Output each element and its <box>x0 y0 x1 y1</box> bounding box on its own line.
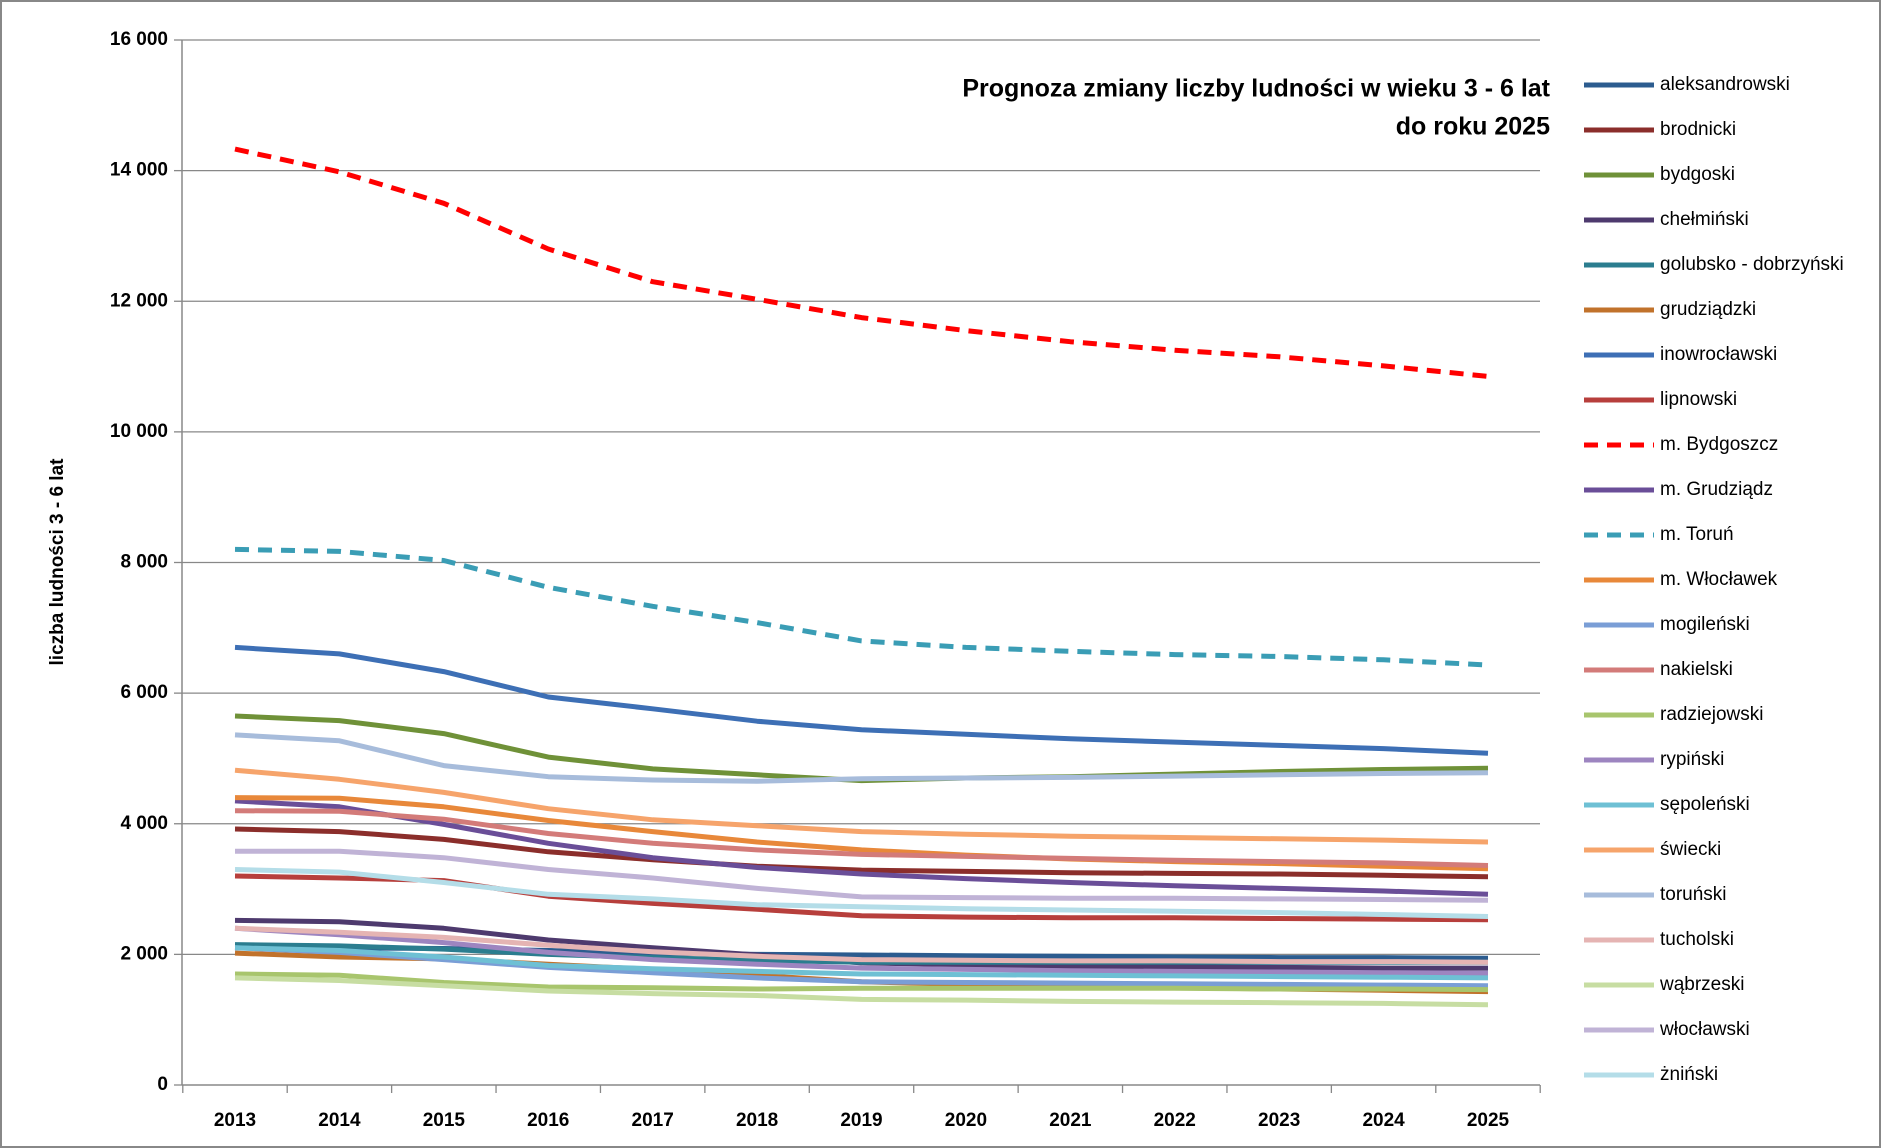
legend-label: nakielski <box>1660 659 1733 680</box>
series-line <box>234 798 1489 897</box>
x-tick-label: 2022 <box>1154 1110 1196 1131</box>
legend-label: inowrocławski <box>1660 344 1777 365</box>
x-tick-label: 2013 <box>214 1110 256 1131</box>
legend-label: m. Toruń <box>1660 524 1734 545</box>
series-line <box>234 644 1489 756</box>
x-tick-label: 2025 <box>1467 1110 1510 1131</box>
legend-label: wąbrzeski <box>1659 974 1744 995</box>
legend-label: chełmiński <box>1660 209 1749 230</box>
y-tick-label: 12 000 <box>110 290 168 311</box>
legend-label: mogileński <box>1660 614 1750 635</box>
legend-label: tucholski <box>1660 929 1734 950</box>
series-line <box>235 848 1489 903</box>
y-tick-label: 4 000 <box>120 813 168 834</box>
legend-label: toruński <box>1660 884 1727 905</box>
x-tick-label: 2018 <box>736 1110 778 1131</box>
series-line <box>234 808 1489 868</box>
x-tick-label: 2021 <box>1049 1110 1092 1131</box>
y-axis-label: liczba ludności 3 - 6 lat <box>47 458 68 666</box>
y-tick-label: 16 000 <box>110 29 168 50</box>
chart-title: Prognoza zmiany liczby ludności w wieku … <box>962 75 1550 103</box>
y-tick-label: 0 <box>157 1074 168 1095</box>
x-tick-label: 2020 <box>945 1110 987 1131</box>
legend-label: włocławski <box>1659 1019 1750 1040</box>
legend-label: brodnicki <box>1660 119 1736 140</box>
series-line <box>234 826 1489 880</box>
series-line <box>234 732 1489 784</box>
legend-label: żniński <box>1660 1064 1718 1085</box>
series-line <box>234 925 1489 965</box>
legend-label: lipnowski <box>1660 389 1737 410</box>
series-line <box>234 945 1489 989</box>
legend-label: aleksandrowski <box>1660 74 1790 95</box>
series-line <box>234 867 1489 919</box>
series-line <box>234 146 1489 379</box>
x-tick-label: 2017 <box>632 1110 674 1131</box>
legend-label: sępoleński <box>1660 794 1750 815</box>
legend-label: m. Włocławek <box>1660 569 1778 590</box>
x-tick-label: 2014 <box>318 1110 361 1131</box>
legend-label: bydgoski <box>1660 164 1735 185</box>
legend-label: m. Bydgoszcz <box>1660 434 1778 455</box>
series-line <box>234 945 1489 981</box>
y-tick-label: 10 000 <box>110 421 168 442</box>
series-line <box>234 971 1489 993</box>
series-line <box>234 975 1489 1008</box>
y-tick-label: 2 000 <box>120 943 168 964</box>
x-tick-label: 2019 <box>840 1110 882 1131</box>
x-tick-label: 2024 <box>1362 1110 1405 1131</box>
x-tick-label: 2023 <box>1258 1110 1300 1131</box>
legend-label: radziejowski <box>1660 704 1763 725</box>
legend-label: grudziądzki <box>1660 299 1756 320</box>
series-line <box>234 767 1489 845</box>
legend-label: m. Grudziądz <box>1660 479 1773 500</box>
series-line <box>234 925 1489 976</box>
legend-label: golubsko - dobrzyński <box>1660 254 1844 275</box>
y-tick-label: 6 000 <box>120 682 168 703</box>
legend-label: rypiński <box>1660 749 1724 770</box>
x-tick-label: 2015 <box>423 1110 466 1131</box>
series-line <box>234 546 1489 668</box>
y-tick-label: 8 000 <box>120 552 168 573</box>
y-tick-label: 14 000 <box>110 160 168 181</box>
legend-label: świecki <box>1660 839 1721 860</box>
chart-title: do roku 2025 <box>1396 113 1550 141</box>
x-tick-label: 2016 <box>527 1110 569 1131</box>
